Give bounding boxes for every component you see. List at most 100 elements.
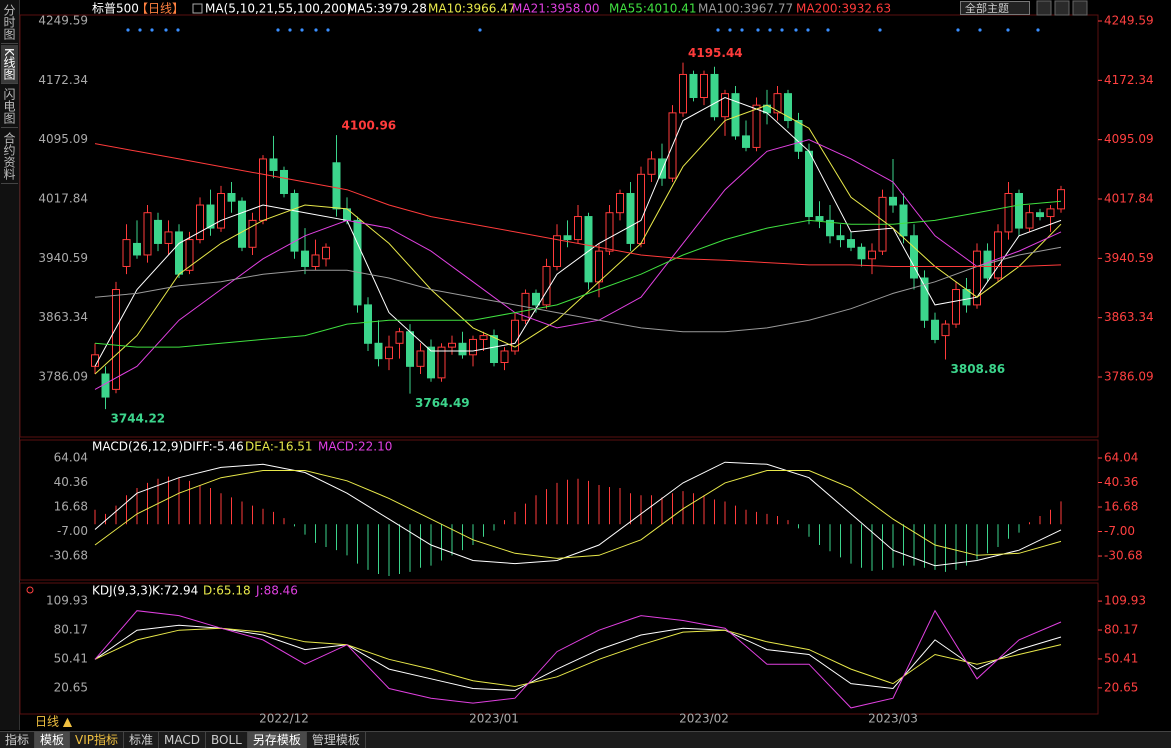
legend-entry: MA200:3932.63 — [796, 2, 891, 16]
legend-entry: D:65.18 — [203, 584, 251, 598]
period-button[interactable]: 日线 ▲ — [35, 715, 73, 729]
tab[interactable]: 指标 — [0, 732, 36, 748]
indicator-line — [94, 470, 1062, 559]
icon[interactable] — [192, 3, 203, 14]
tab[interactable]: VIP指标 — [70, 732, 125, 748]
candle-body — [899, 204, 908, 237]
icon[interactable] — [26, 586, 34, 594]
y-tick-label: 64.04 — [1104, 451, 1138, 465]
tab[interactable]: 管理模板 — [307, 732, 366, 748]
signal-dot — [878, 28, 882, 32]
candle-body — [91, 354, 99, 367]
y-tick-label: 20.65 — [1104, 680, 1138, 694]
candle-body — [217, 193, 225, 229]
legend-entry: DIFF:-5.46 — [183, 440, 244, 454]
y-tick-label: -30.68 — [1104, 549, 1143, 563]
tab[interactable]: BOLL — [206, 732, 248, 748]
signal-dot — [716, 28, 720, 32]
tab[interactable]: 模板 — [35, 732, 71, 748]
candle-body — [910, 235, 918, 279]
legend-entry: DEA:-16.51 — [245, 440, 313, 454]
candle-body — [122, 239, 131, 267]
sidebar-button[interactable]: 合约资料 — [1, 129, 18, 184]
price-annotation: 3744.22 — [111, 412, 166, 426]
candle-body — [1004, 193, 1013, 233]
y-tick-label: 20.65 — [54, 680, 88, 694]
candle-body — [742, 135, 750, 148]
tab[interactable]: MACD — [159, 732, 207, 748]
candle-body — [248, 219, 257, 248]
candle-body — [185, 239, 194, 271]
candle-body — [364, 304, 372, 344]
icon-button[interactable] — [1072, 0, 1088, 16]
legend-entry: K:72.94 — [152, 584, 198, 598]
indicator-line — [94, 200, 1062, 348]
macd-panel — [19, 439, 1099, 581]
candle-body — [784, 93, 792, 122]
y-tick-label: 80.17 — [54, 623, 88, 637]
legend-title: MACD(26,12,9) — [92, 440, 183, 454]
candle-body — [353, 219, 362, 306]
indicator-line — [94, 104, 1062, 375]
candle-body — [553, 235, 561, 267]
candle-body — [595, 250, 603, 283]
candle-body — [227, 193, 236, 202]
price-annotation: 3808.86 — [951, 362, 1006, 376]
candle-body — [563, 235, 572, 241]
y-tick-label: 4172.34 — [1104, 73, 1154, 87]
candle-body — [1057, 189, 1065, 210]
candle-body — [154, 219, 162, 244]
legend-entry: MA5:3979.28 — [347, 2, 427, 16]
y-tick-label: 4249.59 — [38, 13, 88, 27]
candle-body — [857, 246, 866, 260]
indicator-line — [94, 246, 1062, 333]
sidebar-button[interactable]: 闪电图 — [1, 85, 18, 128]
icon-button[interactable] — [1054, 0, 1070, 16]
candle-body — [458, 342, 467, 356]
icon-button[interactable] — [1036, 0, 1052, 16]
candle-body — [427, 346, 435, 379]
candle-body — [805, 150, 813, 218]
signal-dot — [768, 28, 772, 32]
signal-dot — [826, 28, 830, 32]
candle-body — [731, 93, 740, 137]
signal-dot — [728, 28, 732, 32]
candle-body — [752, 104, 761, 148]
sidebar-button[interactable]: K线图 — [1, 45, 18, 84]
x-tick-label: 2022/12 — [259, 712, 309, 726]
x-tick-label: 2023/01 — [469, 712, 519, 726]
candle-body — [647, 158, 656, 175]
candle-body — [574, 216, 582, 241]
kdj-panel — [19, 582, 1099, 715]
y-tick-label: 3786.09 — [1104, 370, 1154, 384]
tab[interactable]: 另存模板 — [247, 732, 307, 748]
candle-body — [416, 350, 425, 367]
y-tick-label: 64.04 — [54, 451, 88, 465]
signal-dot — [314, 28, 318, 32]
candle-body — [773, 93, 782, 114]
chart: 标普500 【日线】 日线 ▲ 4249.59 4249.59 4172.34 417… — [19, 0, 1154, 729]
legend-entry: J:88.46 — [255, 584, 298, 598]
tab[interactable]: 标准 — [124, 732, 160, 748]
y-tick-label: 4017.84 — [1104, 192, 1154, 206]
y-tick-label: 80.17 — [1104, 623, 1138, 637]
y-tick-label: 50.41 — [54, 651, 88, 665]
y-tick-label: 16.68 — [54, 500, 88, 514]
candle-body — [605, 212, 614, 252]
candle-body — [1036, 212, 1044, 218]
indicator-line — [94, 609, 1062, 709]
y-tick-label: -7.00 — [57, 524, 88, 538]
y-tick-label: 4095.09 — [38, 132, 88, 146]
theme-dropdown[interactable]: 全部主题 — [960, 1, 1030, 15]
signal-dot — [150, 28, 154, 32]
candle-body — [500, 350, 509, 363]
signal-dot — [780, 28, 784, 32]
signal-dot — [794, 28, 798, 32]
signal-dot — [300, 28, 304, 32]
sidebar-button[interactable]: 分时图 — [1, 1, 18, 44]
candle-body — [1015, 193, 1023, 229]
candle-body — [1025, 212, 1034, 229]
candle-body — [700, 73, 708, 98]
y-tick-label: 109.93 — [1104, 594, 1146, 608]
